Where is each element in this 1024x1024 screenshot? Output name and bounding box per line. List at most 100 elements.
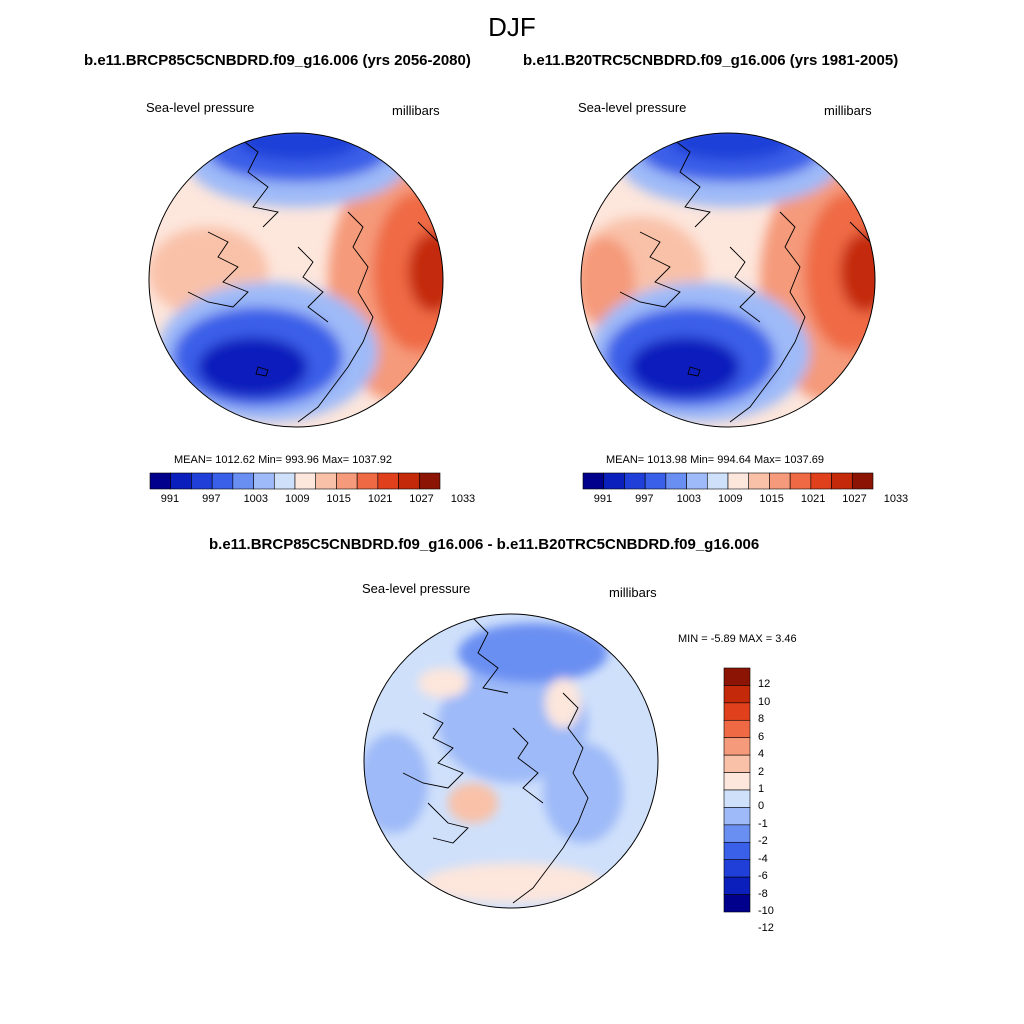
colorbar-swatch [418,472,441,490]
colorbar-tick-label: -4 [758,852,768,865]
colorbar-tick-label: 6 [758,730,765,743]
left-units-label: millibars [392,103,440,118]
diff-stats-text: MIN = -5.89 MAX = 3.46 [678,633,797,645]
diff-field-south-increase [423,863,603,903]
colorbar-swatch [356,472,379,490]
colorbar-swatch [603,472,625,490]
difference-colorbar [723,667,751,913]
colorbar-tick-label: 1027 [842,493,867,505]
colorbar-swatch [748,472,770,490]
colorbar-tick-label: -1 [758,817,768,830]
colorbar-swatch [723,772,751,791]
colorbar-swatch [723,876,751,895]
left-stats-text: MEAN= 1012.62 Min= 993.96 Max= 1037.92 [174,454,393,466]
colorbar-tick-label: 4 [758,748,765,761]
colorbar-tick-label: 1027 [409,493,434,505]
difference-map-border [363,613,659,909]
diff-coastlines [402,617,589,904]
colorbar-swatch [723,859,751,878]
left-map-border [148,132,444,428]
colorbar-swatch [624,472,646,490]
colorbar-swatch [315,472,337,490]
colorbar-tick-label: 1 [758,783,765,795]
left-field-siberian-high-core [408,232,443,312]
colorbar-swatch [723,894,751,913]
diff-field-east-decrease [543,743,623,843]
right-polar-map [580,132,876,428]
colorbar-swatch [191,472,213,490]
colorbar-tick-label: 1009 [285,493,310,505]
colorbar-swatch [170,472,192,490]
colorbar-tick-label: -6 [758,870,768,883]
colorbar-swatch [377,472,399,490]
right-coastlines [619,136,871,423]
colorbar-swatch [723,824,751,843]
left-panel-title: b.e11.BRCP85C5CNBDRD.f09_g16.006 (yrs 20… [84,52,471,69]
right-field-icelandic-low-core [670,133,790,160]
colorbar-tick-label: 991 [593,493,613,505]
colorbar-swatch [723,737,751,756]
right-map-border [580,132,876,428]
colorbar-swatch [644,472,667,490]
left-field-aleutian-low-core [198,337,308,397]
colorbar-tick-label: 991 [160,493,180,505]
colorbar-tick-label: 10 [758,695,771,708]
colorbar-swatch [253,472,275,490]
colorbar-swatch [723,841,751,861]
colorbar-swatch [232,472,254,490]
colorbar-tick-label: 1015 [326,493,351,505]
colorbar-swatch [336,472,358,490]
diff-variable-label: Sea-level pressure [362,581,471,596]
colorbar-swatch [810,472,832,490]
colorbar-tick-label: 1021 [367,493,393,505]
right-units-label: millibars [824,103,872,118]
diff-field-canada-increase [418,668,468,698]
difference-polar-map [363,613,659,909]
colorbar-swatch [149,472,172,490]
right-panel-title: b.e11.B20TRC5CNBDRD.f09_g16.006 (yrs 198… [523,52,899,69]
right-colorbar [582,472,874,490]
colorbar-tick-label: 0 [758,800,765,813]
colorbar-swatch [665,472,687,490]
diff-units-label: millibars [609,585,657,600]
colorbar-tick-label: 1033 [450,493,476,505]
colorbar-swatch [723,807,751,826]
colorbar-swatch [723,702,751,721]
right-stats-text: MEAN= 1013.98 Min= 994.64 Max= 1037.69 [606,454,825,466]
colorbar-swatch [789,472,812,490]
right-variable-label: Sea-level pressure [578,100,687,115]
colorbar-swatch [727,472,750,490]
colorbar-tick-label: -12 [758,922,774,935]
colorbar-swatch [769,472,791,490]
colorbar-swatch [723,667,751,686]
colorbar-tick-label: 1003 [243,493,269,505]
diff-field-siberia-increase [545,678,581,728]
colorbar-swatch [294,472,317,490]
colorbar-swatch [723,754,751,773]
colorbar-tick-label: 12 [758,678,771,691]
left-field-icelandic-low-core [238,133,358,160]
colorbar-swatch [273,472,296,490]
colorbar-tick-label: 1003 [676,493,702,505]
left-coastlines [187,136,439,423]
colorbar-tick-label: 997 [202,493,221,505]
colorbar-tick-label: 8 [758,713,765,726]
left-polar-map [148,132,444,428]
left-colorbar [149,472,441,490]
colorbar-tick-label: 2 [758,765,765,778]
colorbar-tick-label: -2 [758,835,768,848]
left-variable-label: Sea-level pressure [146,100,255,115]
colorbar-swatch [831,472,853,490]
colorbar-swatch [723,685,751,704]
colorbar-swatch [398,472,420,490]
diff-field-north-atlantic-decrease [458,623,608,683]
colorbar-swatch [582,472,605,490]
difference-panel-title: b.e11.BRCP85C5CNBDRD.f09_g16.006 - b.e11… [209,536,760,553]
colorbar-swatch [211,472,234,490]
right-field-aleutian-low-core [630,337,740,397]
diff-field-west-decrease [364,733,428,833]
colorbar-tick-label: 997 [635,493,654,505]
colorbar-tick-label: -10 [758,905,774,917]
colorbar-tick-label: 1009 [718,493,743,505]
colorbar-tick-label: 1021 [800,493,826,505]
